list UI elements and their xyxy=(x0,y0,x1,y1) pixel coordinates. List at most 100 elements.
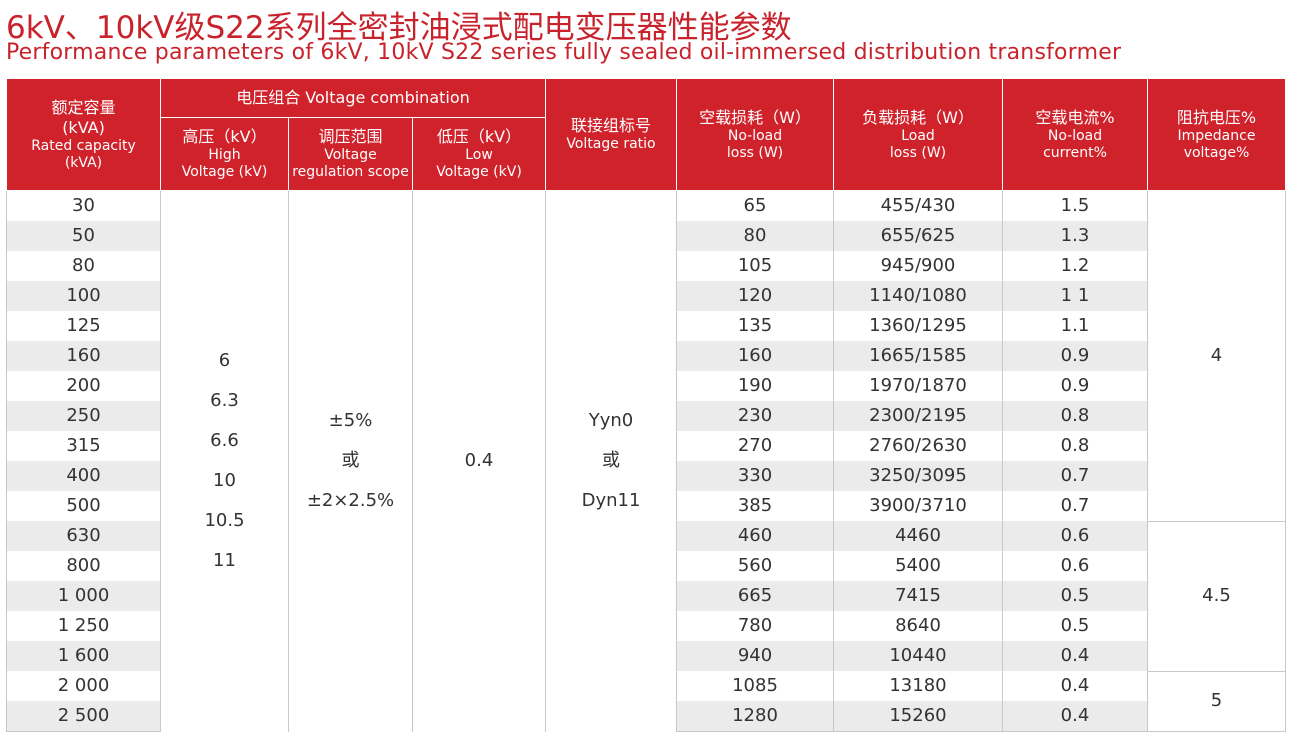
capacity-cell: 500 xyxy=(6,491,161,521)
current-cell: 0.7 xyxy=(1002,461,1148,491)
capacity-cell: 800 xyxy=(6,551,161,581)
cell-line: 10.5 xyxy=(204,510,245,532)
capacity-cell: 30 xyxy=(6,190,161,221)
load-loss-cell: 1140/1080 xyxy=(833,281,1003,311)
no-load-loss-cell: 270 xyxy=(676,431,834,461)
header-cell: 空载电流% No-load current% xyxy=(1002,78,1148,191)
table-row: 400 330 3250/3095 0.7 xyxy=(6,461,1286,491)
load-loss-cell: 10440 xyxy=(833,641,1003,671)
cell-line: ±5% xyxy=(328,410,373,432)
header-line: 联接组标号 xyxy=(570,116,651,135)
capacity-cell: 100 xyxy=(6,281,161,311)
current-cell: 1.1 xyxy=(1002,311,1148,341)
no-load-loss-cell: 1280 xyxy=(676,701,834,732)
header-cell: 阻抗电压% Impedance voltage% xyxy=(1147,78,1286,191)
load-loss-cell: 2760/2630 xyxy=(833,431,1003,461)
capacity-cell: 1 000 xyxy=(6,581,161,611)
cell-line: 6.6 xyxy=(210,430,239,452)
capacity-cell: 1 250 xyxy=(6,611,161,641)
current-cell: 0.9 xyxy=(1002,341,1148,371)
table-row: 80 105 945/900 1.2 xyxy=(6,251,1286,281)
impedance-cell: 5 xyxy=(1147,671,1286,732)
header-line: loss (W) xyxy=(889,144,947,161)
table-row: 160 160 1665/1585 0.9 xyxy=(6,341,1286,371)
header-line: Impedance xyxy=(1177,127,1256,144)
capacity-cell: 250 xyxy=(6,401,161,431)
no-load-loss-cell: 80 xyxy=(676,221,834,251)
current-cell: 0.4 xyxy=(1002,671,1148,701)
header-line: 额定容量 xyxy=(51,97,116,117)
cell-line: 6 xyxy=(218,350,231,372)
header-cell: 高压（kV） High Voltage (kV) xyxy=(160,117,289,191)
header-line: (kVA) xyxy=(62,117,105,137)
load-loss-cell: 3900/3710 xyxy=(833,491,1003,521)
header-line: 高压（kV） xyxy=(182,127,267,146)
table-row: 125 135 1360/1295 1.1 xyxy=(6,311,1286,341)
header-line: 空载电流% xyxy=(1035,107,1115,127)
cell-line: 或 xyxy=(341,450,360,472)
capacity-cell: 630 xyxy=(6,521,161,551)
table-row: 100 120 1140/1080 1 1 xyxy=(6,281,1286,311)
header-line: Rated capacity xyxy=(31,137,136,154)
no-load-loss-cell: 120 xyxy=(676,281,834,311)
table-row: 250 230 2300/2195 0.8 xyxy=(6,401,1286,431)
table-row: 630 460 4460 0.6 4.5 xyxy=(6,521,1286,672)
no-load-loss-cell: 230 xyxy=(676,401,834,431)
no-load-loss-cell: 385 xyxy=(676,491,834,521)
cell-line: 6.3 xyxy=(210,390,239,412)
impedance-cell: 4 xyxy=(1147,190,1286,522)
header-cell: 联接组标号 Voltage ratio xyxy=(545,78,677,191)
no-load-loss-cell: 190 xyxy=(676,371,834,401)
capacity-cell: 50 xyxy=(6,221,161,251)
header-line: Voltage xyxy=(324,147,377,163)
cell-line: 或 xyxy=(602,450,620,472)
load-loss-cell: 1970/1870 xyxy=(833,371,1003,401)
current-cell: 1 1 xyxy=(1002,281,1148,311)
capacity-cell: 2 000 xyxy=(6,671,161,701)
current-cell: 0.4 xyxy=(1002,701,1148,732)
header-line: No-load xyxy=(727,127,783,144)
header-line: Load xyxy=(901,127,935,144)
current-cell: 0.5 xyxy=(1002,611,1148,641)
header-line: 阻抗电压% xyxy=(1176,107,1257,127)
load-loss-cell: 655/625 xyxy=(833,221,1003,251)
current-cell: 0.6 xyxy=(1002,521,1148,551)
header-cell: 空载损耗（W） No-load loss (W) xyxy=(676,78,834,191)
header-line: current% xyxy=(1043,144,1107,161)
load-loss-cell: 15260 xyxy=(833,701,1003,732)
header-cell: 调压范围 Voltage regulation scope xyxy=(288,117,413,191)
cell-line: Dyn11 xyxy=(581,490,641,512)
regulation-cell: ±5% 或 ±2×2.5% xyxy=(288,190,413,732)
load-loss-cell: 13180 xyxy=(833,671,1003,701)
subtitle: Performance parameters of 6kV, 10kV S22 … xyxy=(6,40,1122,65)
header-line: Voltage ratio xyxy=(566,136,656,152)
no-load-loss-cell: 940 xyxy=(676,641,834,671)
load-loss-cell: 1665/1585 xyxy=(833,341,1003,371)
current-cell: 0.9 xyxy=(1002,371,1148,401)
table-body: 30 6 6.3 6.6 10 10.5 11 ±5% 或 ±2×2.5% 0.4 Yyn0 或 Dyn1… xyxy=(6,190,1286,732)
cell-line: 10 xyxy=(213,470,236,492)
current-cell: 0.5 xyxy=(1002,581,1148,611)
load-loss-cell: 8640 xyxy=(833,611,1003,641)
cell-line: Yyn0 xyxy=(588,410,634,432)
capacity-cell: 1 600 xyxy=(6,641,161,671)
table-row: 1 000 665 7415 0.5 xyxy=(6,581,1286,611)
capacity-cell: 315 xyxy=(6,431,161,461)
header-line: 负载损耗（W） xyxy=(862,107,974,127)
impedance-cell: 4.5 xyxy=(1147,521,1286,672)
header-line: Voltage (kV) xyxy=(436,164,522,180)
table-header: 额定容量 (kVA) Rated capacity (kVA) 电压组合 Voltage… xyxy=(6,78,1286,191)
header-line: Voltage (kV) xyxy=(181,164,268,180)
parameter-table: 额定容量 (kVA) Rated capacity (kVA) 电压组合 Voltage… xyxy=(6,78,1286,732)
no-load-loss-cell: 135 xyxy=(676,311,834,341)
header-line: 低压（kV） xyxy=(436,127,522,146)
current-cell: 1.5 xyxy=(1002,190,1148,221)
current-cell: 1.3 xyxy=(1002,221,1148,251)
table-row: 800 560 5400 0.6 xyxy=(6,551,1286,581)
load-loss-cell: 2300/2195 xyxy=(833,401,1003,431)
load-loss-cell: 5400 xyxy=(833,551,1003,581)
no-load-loss-cell: 105 xyxy=(676,251,834,281)
header-line: loss (W) xyxy=(726,144,784,161)
capacity-cell: 80 xyxy=(6,251,161,281)
header-cell: 负载损耗（W） Load loss (W) xyxy=(833,78,1003,191)
